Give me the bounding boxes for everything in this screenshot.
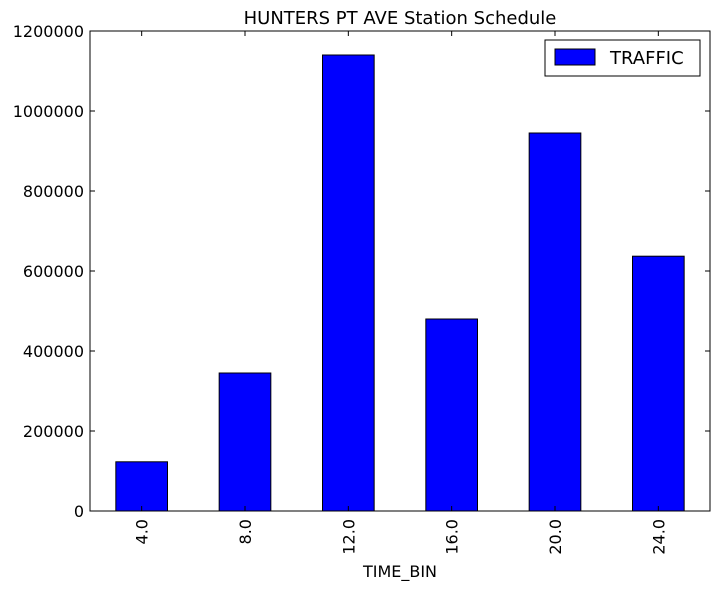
- x-tick-label: 4.0: [133, 519, 152, 544]
- x-axis-label: TIME_BIN: [362, 562, 437, 582]
- y-axis-ticks: 0 200000 400000 600000 800000 1000000 1200000: [13, 22, 710, 521]
- plot-area-frame: [89, 30, 711, 512]
- bar-24.0: [632, 255, 685, 512]
- bar-4.0: [115, 461, 169, 512]
- x-tick-label: 8.0: [236, 519, 255, 544]
- chart-title: HUNTERS PT AVE Station Schedule: [244, 8, 557, 29]
- y-tick-label: 600000: [23, 262, 84, 281]
- x-tick-label: 16.0: [443, 519, 462, 555]
- y-tick-label: 800000: [23, 182, 84, 201]
- y-tick-label: 0: [74, 502, 84, 521]
- x-tick-label: 20.0: [546, 519, 565, 555]
- legend: TRAFFIC: [544, 39, 701, 77]
- bars-group: [115, 54, 685, 512]
- legend-swatch-traffic: [554, 48, 596, 66]
- bar-16.0: [425, 318, 479, 512]
- x-tick-label: 12.0: [339, 519, 358, 555]
- y-tick-label: 1000000: [13, 102, 84, 121]
- y-tick-label: 400000: [23, 342, 84, 361]
- bar-12.0: [322, 54, 375, 512]
- x-axis-ticks: 4.0 8.0 12.0 16.0 20.0 24.0: [133, 31, 668, 555]
- bar-20.0: [528, 132, 582, 512]
- y-tick-label: 200000: [23, 422, 84, 441]
- legend-label-traffic: TRAFFIC: [609, 48, 684, 69]
- x-tick-label: 24.0: [649, 519, 668, 555]
- y-tick-label: 1200000: [13, 22, 84, 41]
- bar-8.0: [218, 372, 272, 512]
